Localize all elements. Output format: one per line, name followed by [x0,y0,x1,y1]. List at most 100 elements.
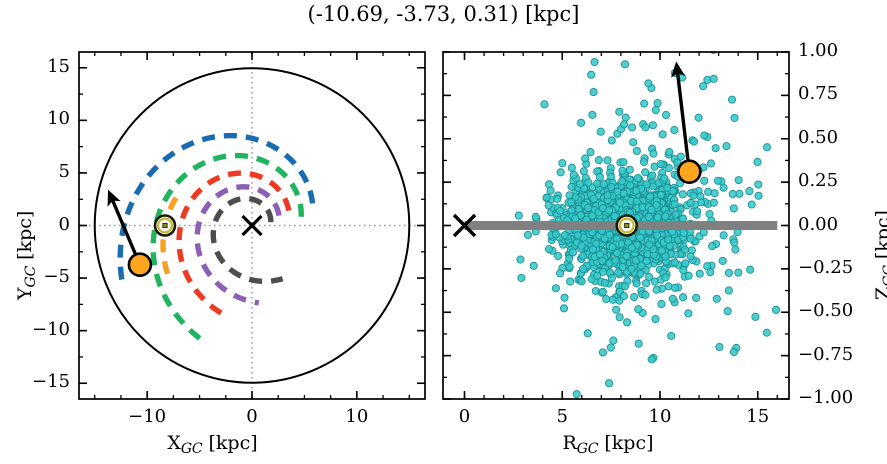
scatter-point [623,318,632,327]
scatter-point [595,172,604,182]
right-ytick-label: −0.75 [798,343,854,365]
left-xaxis-label-unit: [kpc] [202,432,258,454]
right-xtick-label: 15 [746,406,770,427]
scatter-point [712,294,721,303]
scatter-point [724,268,733,277]
scatter-point [809,155,816,162]
spiral-arm [176,170,292,320]
scatter-point [587,70,596,79]
scatter-point [790,243,797,250]
left-ytick-label: 15 [47,55,70,77]
right-ytick-label: 0.25 [798,170,839,192]
scatter-point [589,194,598,203]
left-yaxis-label-main: Y [14,287,36,300]
right-velocity-arrow [670,61,691,172]
scatter-point [559,304,569,313]
scatter-point [710,189,719,198]
scatter-point [578,251,587,260]
scatter-point [754,191,763,200]
scatter-point [681,259,690,268]
scatter-point [747,200,756,209]
scatter-point [652,285,661,294]
scatter-point [706,268,715,277]
scatter-point [657,299,666,309]
scatter-point [540,100,549,109]
scatter-point [670,200,679,209]
scatter-point [517,273,526,282]
scatter-point [660,174,669,183]
scatter-point [676,152,685,161]
scatter-point [661,252,670,261]
scatter-point [577,277,586,286]
scatter-point [621,113,630,122]
scatter-point [771,305,781,314]
scatter-point [670,125,679,135]
scatter-point [671,210,680,219]
scatter-point [656,190,665,199]
scatter-point [648,121,658,130]
scatter-point [729,204,738,213]
right-xtick-label: 0 [458,406,471,427]
left-xtick-label: 0 [246,406,258,427]
scatter-point [590,58,599,67]
scatter-point [689,191,698,200]
scatter-point [567,163,576,172]
scatter-point [618,166,627,175]
right-yaxis-label-sub: GC [880,265,887,287]
scatter-point [642,257,651,266]
scatter-point [722,142,731,151]
scatter-point [731,245,740,254]
scatter-point [670,258,679,267]
scatter-point [605,379,614,388]
scatter-point [715,342,724,352]
scatter-point [693,207,702,216]
scatter-point [729,347,738,357]
scatter-point [653,213,662,222]
scatter-point [640,99,649,108]
scatter-point [556,168,565,177]
scatter-point [514,211,523,220]
scatter-point [627,123,637,132]
scatter-point [615,107,624,116]
scatter-point [657,246,666,255]
left-xaxis-label: XGC [kpc] [0,432,425,457]
scatter-point [665,148,674,157]
scatter-point [636,233,645,242]
scatter-point [661,273,670,282]
scatter-point [686,234,695,243]
scatter-point [670,283,680,292]
left-ytick-label: −10 [32,318,70,340]
scatter-point [713,176,722,185]
scatter-point [583,203,593,212]
left-sun-symbol-core [162,222,168,229]
spiral-arm [160,196,179,284]
scatter-point [615,198,624,207]
scatter-point [633,174,642,183]
scatter-point [567,198,576,207]
scatter-point [727,95,737,104]
left-xaxis-label-sub: GC [180,440,203,457]
scatter-point [572,390,581,399]
scatter-point [602,295,611,304]
scatter-point [718,256,727,265]
scatter-point [593,271,602,280]
scatter-point [618,262,627,271]
scatter-point [684,271,693,280]
scatter-point [679,228,688,237]
spiral-arm [210,195,284,285]
scatter-point [569,170,578,179]
scatter-point [642,180,651,189]
scatter-point [612,305,621,314]
scatter-point [705,210,714,219]
scatter-point [754,180,763,189]
scatter-point [546,186,555,195]
scatter-point [709,198,718,207]
scatter-point [565,262,574,271]
scatter-point [593,179,602,188]
scatter-point [588,245,597,254]
left-xtick-label: −10 [128,406,167,427]
right-ytick-label: 0.75 [798,83,839,105]
scatter-point [598,267,608,276]
scatter-point [644,79,653,88]
scatter-point [645,240,654,249]
